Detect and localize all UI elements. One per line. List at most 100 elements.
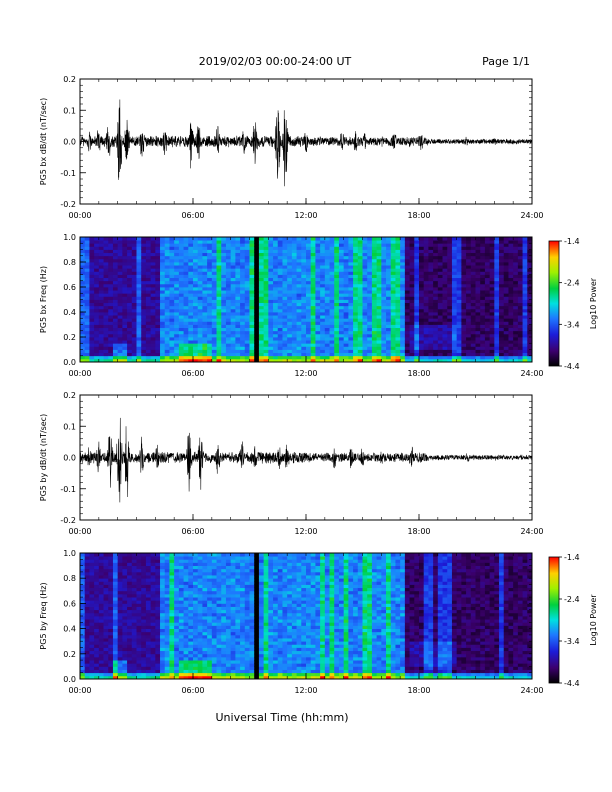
spectrogram-cell xyxy=(362,308,368,313)
spectrogram-cell xyxy=(112,265,119,269)
spectrogram-cell xyxy=(117,274,123,279)
spectrogram-cell xyxy=(80,352,86,357)
spectrogram-cell xyxy=(80,308,86,313)
spectrogram-cell xyxy=(145,293,152,297)
spectrogram-cell xyxy=(334,258,340,263)
spectrogram-cell xyxy=(145,600,152,604)
spectrogram-cell xyxy=(367,302,373,307)
spectrogram-cell xyxy=(103,559,109,563)
spectrogram-cell xyxy=(108,660,114,664)
spectrogram-cell xyxy=(419,346,425,350)
spectrogram-cell xyxy=(230,287,236,291)
spectrogram-cell xyxy=(268,333,274,338)
spectrogram-cell xyxy=(122,255,128,260)
spectrogram-cell xyxy=(291,324,297,329)
spectrogram-cell xyxy=(188,246,194,250)
spectrogram-cell xyxy=(334,265,340,269)
spectrogram-cell xyxy=(258,296,265,300)
spectrogram-cell xyxy=(527,268,533,272)
spectrogram-cell xyxy=(103,337,109,341)
spectrogram-cell xyxy=(193,343,199,347)
spectrogram-cell xyxy=(122,571,128,576)
spectrogram-cell xyxy=(513,274,519,279)
spectrogram-cell xyxy=(136,324,142,329)
spectrogram-cell xyxy=(291,308,297,313)
spectrogram-cell xyxy=(324,324,330,329)
spectrogram-cell xyxy=(480,312,486,316)
spectrogram-cell xyxy=(188,318,194,322)
spectrogram-cell xyxy=(343,333,349,338)
spectrogram-cell xyxy=(103,290,109,294)
spectrogram-cell xyxy=(461,349,467,354)
spectrogram-cell xyxy=(480,262,486,266)
spectrogram-cell xyxy=(466,249,472,254)
spectrogram-cell xyxy=(367,249,373,254)
spectrogram-cell xyxy=(117,672,123,677)
spectrogram-cell xyxy=(367,355,373,360)
spectrogram-cell xyxy=(80,606,86,611)
spectrogram-cell xyxy=(136,559,142,563)
spectrogram-cell xyxy=(155,559,161,563)
spectrogram-cell xyxy=(230,346,236,350)
spectrogram-cell xyxy=(230,293,236,297)
spectrogram-cell xyxy=(461,343,467,347)
spectrogram-cell xyxy=(508,287,514,291)
spectrogram-cell xyxy=(155,352,161,357)
spectrogram-cell xyxy=(442,355,448,360)
spectrogram-cell xyxy=(183,283,189,288)
spectrogram-cell xyxy=(296,296,302,300)
spectrogram-cell xyxy=(400,293,406,297)
spectrogram-cell xyxy=(150,650,156,655)
spectrogram-cell xyxy=(362,333,368,338)
spectrogram-cell xyxy=(183,358,189,363)
spectrogram-cell xyxy=(263,271,269,275)
spectrogram-cell xyxy=(466,293,472,297)
plot-frame xyxy=(79,236,533,363)
spectrogram-cell xyxy=(419,349,425,354)
spectrogram-cell xyxy=(254,333,260,338)
spectrogram-cell xyxy=(235,280,241,285)
spectrogram-cell xyxy=(94,675,100,680)
spectrogram-cell xyxy=(306,246,312,250)
spectrogram-cell xyxy=(296,302,302,307)
spectrogram-cell xyxy=(155,571,161,576)
spectrogram-cell xyxy=(414,243,420,247)
spectrogram-cell xyxy=(419,305,425,310)
spectrogram-cell xyxy=(80,650,86,655)
spectrogram-cell xyxy=(348,321,354,325)
spectrogram-cell xyxy=(164,562,170,566)
spectrogram-cell xyxy=(160,606,166,611)
spectrogram-cell xyxy=(98,318,104,322)
spectrogram-cell xyxy=(508,337,514,341)
spectrogram-cell xyxy=(108,283,114,288)
spectrogram-cell xyxy=(141,327,147,332)
spectrogram-cell xyxy=(150,606,156,611)
spectrogram-cell xyxy=(127,587,133,592)
spectrogram-cell xyxy=(433,255,439,260)
spectrogram-cell xyxy=(324,321,330,325)
spectrogram-cell xyxy=(499,237,505,241)
spectrogram-cell xyxy=(117,556,123,560)
spectrogram-cell xyxy=(160,641,166,645)
spectrogram-cell xyxy=(122,293,128,297)
spectrogram-cell xyxy=(395,315,401,319)
spectrogram-cell xyxy=(145,240,152,244)
spectrogram-cell xyxy=(315,265,321,269)
spectrogram-cell xyxy=(334,333,340,338)
spectrogram-cell xyxy=(84,587,90,592)
spectrogram-cell xyxy=(155,249,161,254)
spectrogram-cell xyxy=(353,318,359,322)
spectrogram-cell xyxy=(98,252,104,257)
spectrogram-cell xyxy=(136,641,142,645)
spectrogram-cell xyxy=(108,584,114,589)
spectrogram-cell xyxy=(193,243,199,247)
spectrogram-cell xyxy=(89,258,95,263)
spectrogram-cell xyxy=(348,337,354,341)
spectrogram-cell xyxy=(357,312,363,316)
spectrogram-cell xyxy=(160,593,166,598)
spectrogram-cell xyxy=(84,333,90,338)
spectrogram-cell xyxy=(291,255,297,260)
spectrogram-cell xyxy=(127,600,133,604)
spectrogram-cell xyxy=(150,672,156,677)
spectrogram-cell xyxy=(447,280,453,285)
